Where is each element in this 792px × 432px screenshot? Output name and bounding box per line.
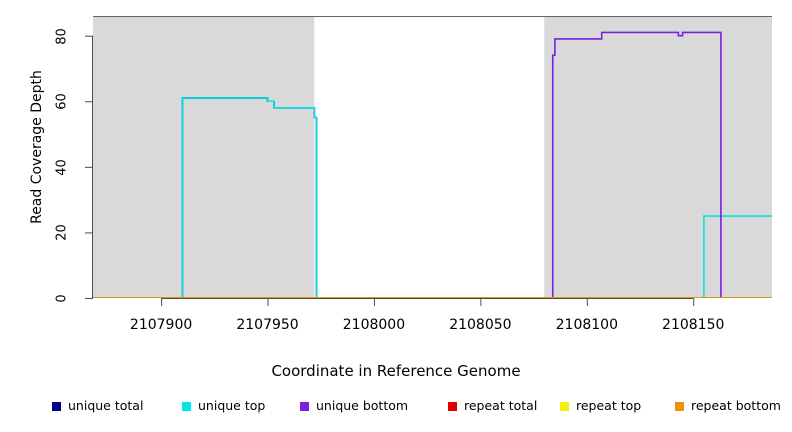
legend-label: unique total	[68, 397, 144, 413]
coverage-plot-svg	[93, 16, 772, 298]
legend-swatch-icon	[675, 401, 684, 411]
plot-area	[93, 16, 772, 298]
x-tick-label: 2107900	[129, 317, 193, 333]
legend-swatch-icon	[52, 401, 61, 411]
y-axis-title: Read Coverage Depth	[29, 70, 45, 224]
y-axis: 0 20 40 60 80 Read Coverage Depth	[0, 0, 93, 432]
y-tick-label: 60	[54, 93, 70, 111]
legend-label: repeat bottom	[691, 397, 781, 413]
legend-item-unique-top[interactable]: unique top	[182, 398, 265, 414]
legend-label: unique top	[198, 397, 266, 413]
x-tick-label: 2108100	[555, 317, 618, 333]
shaded-region	[93, 16, 315, 298]
legend-swatch-icon	[300, 401, 309, 411]
chart-legend: unique total unique top unique bottom repea…	[0, 398, 792, 418]
y-tick-label: 0	[54, 294, 70, 303]
x-tick-label: 2108050	[449, 317, 512, 333]
legend-swatch-icon	[560, 401, 569, 411]
y-axis-ticks	[85, 35, 93, 299]
x-axis-title: Coordinate in Reference Genome	[271, 362, 521, 380]
series-group	[93, 31, 772, 298]
legend-item-unique-bottom[interactable]: unique bottom	[300, 398, 408, 414]
x-tick-label: 2108000	[342, 317, 406, 333]
legend-label: repeat total	[464, 397, 538, 413]
x-tick-label: 2107950	[236, 317, 299, 333]
legend-item-repeat-bottom[interactable]: repeat bottom	[675, 398, 781, 414]
legend-swatch-icon	[448, 401, 457, 411]
legend-item-unique-total[interactable]: unique total	[52, 398, 143, 414]
series-line-unique-top	[93, 97, 772, 298]
series-line-unique-bottom	[93, 31, 772, 298]
legend-item-repeat-top[interactable]: repeat top	[560, 398, 641, 414]
legend-label: repeat top	[576, 397, 642, 413]
legend-swatch-icon	[182, 401, 191, 411]
legend-label: unique bottom	[316, 397, 409, 413]
shaded-region	[544, 16, 772, 298]
y-tick-label: 80	[54, 27, 70, 45]
shaded-regions-group	[93, 16, 772, 298]
x-tick-label: 2108150	[662, 317, 725, 333]
legend-item-repeat-total[interactable]: repeat total	[448, 398, 537, 414]
y-tick-label: 40	[54, 159, 70, 176]
y-tick-label: 20	[54, 224, 70, 242]
